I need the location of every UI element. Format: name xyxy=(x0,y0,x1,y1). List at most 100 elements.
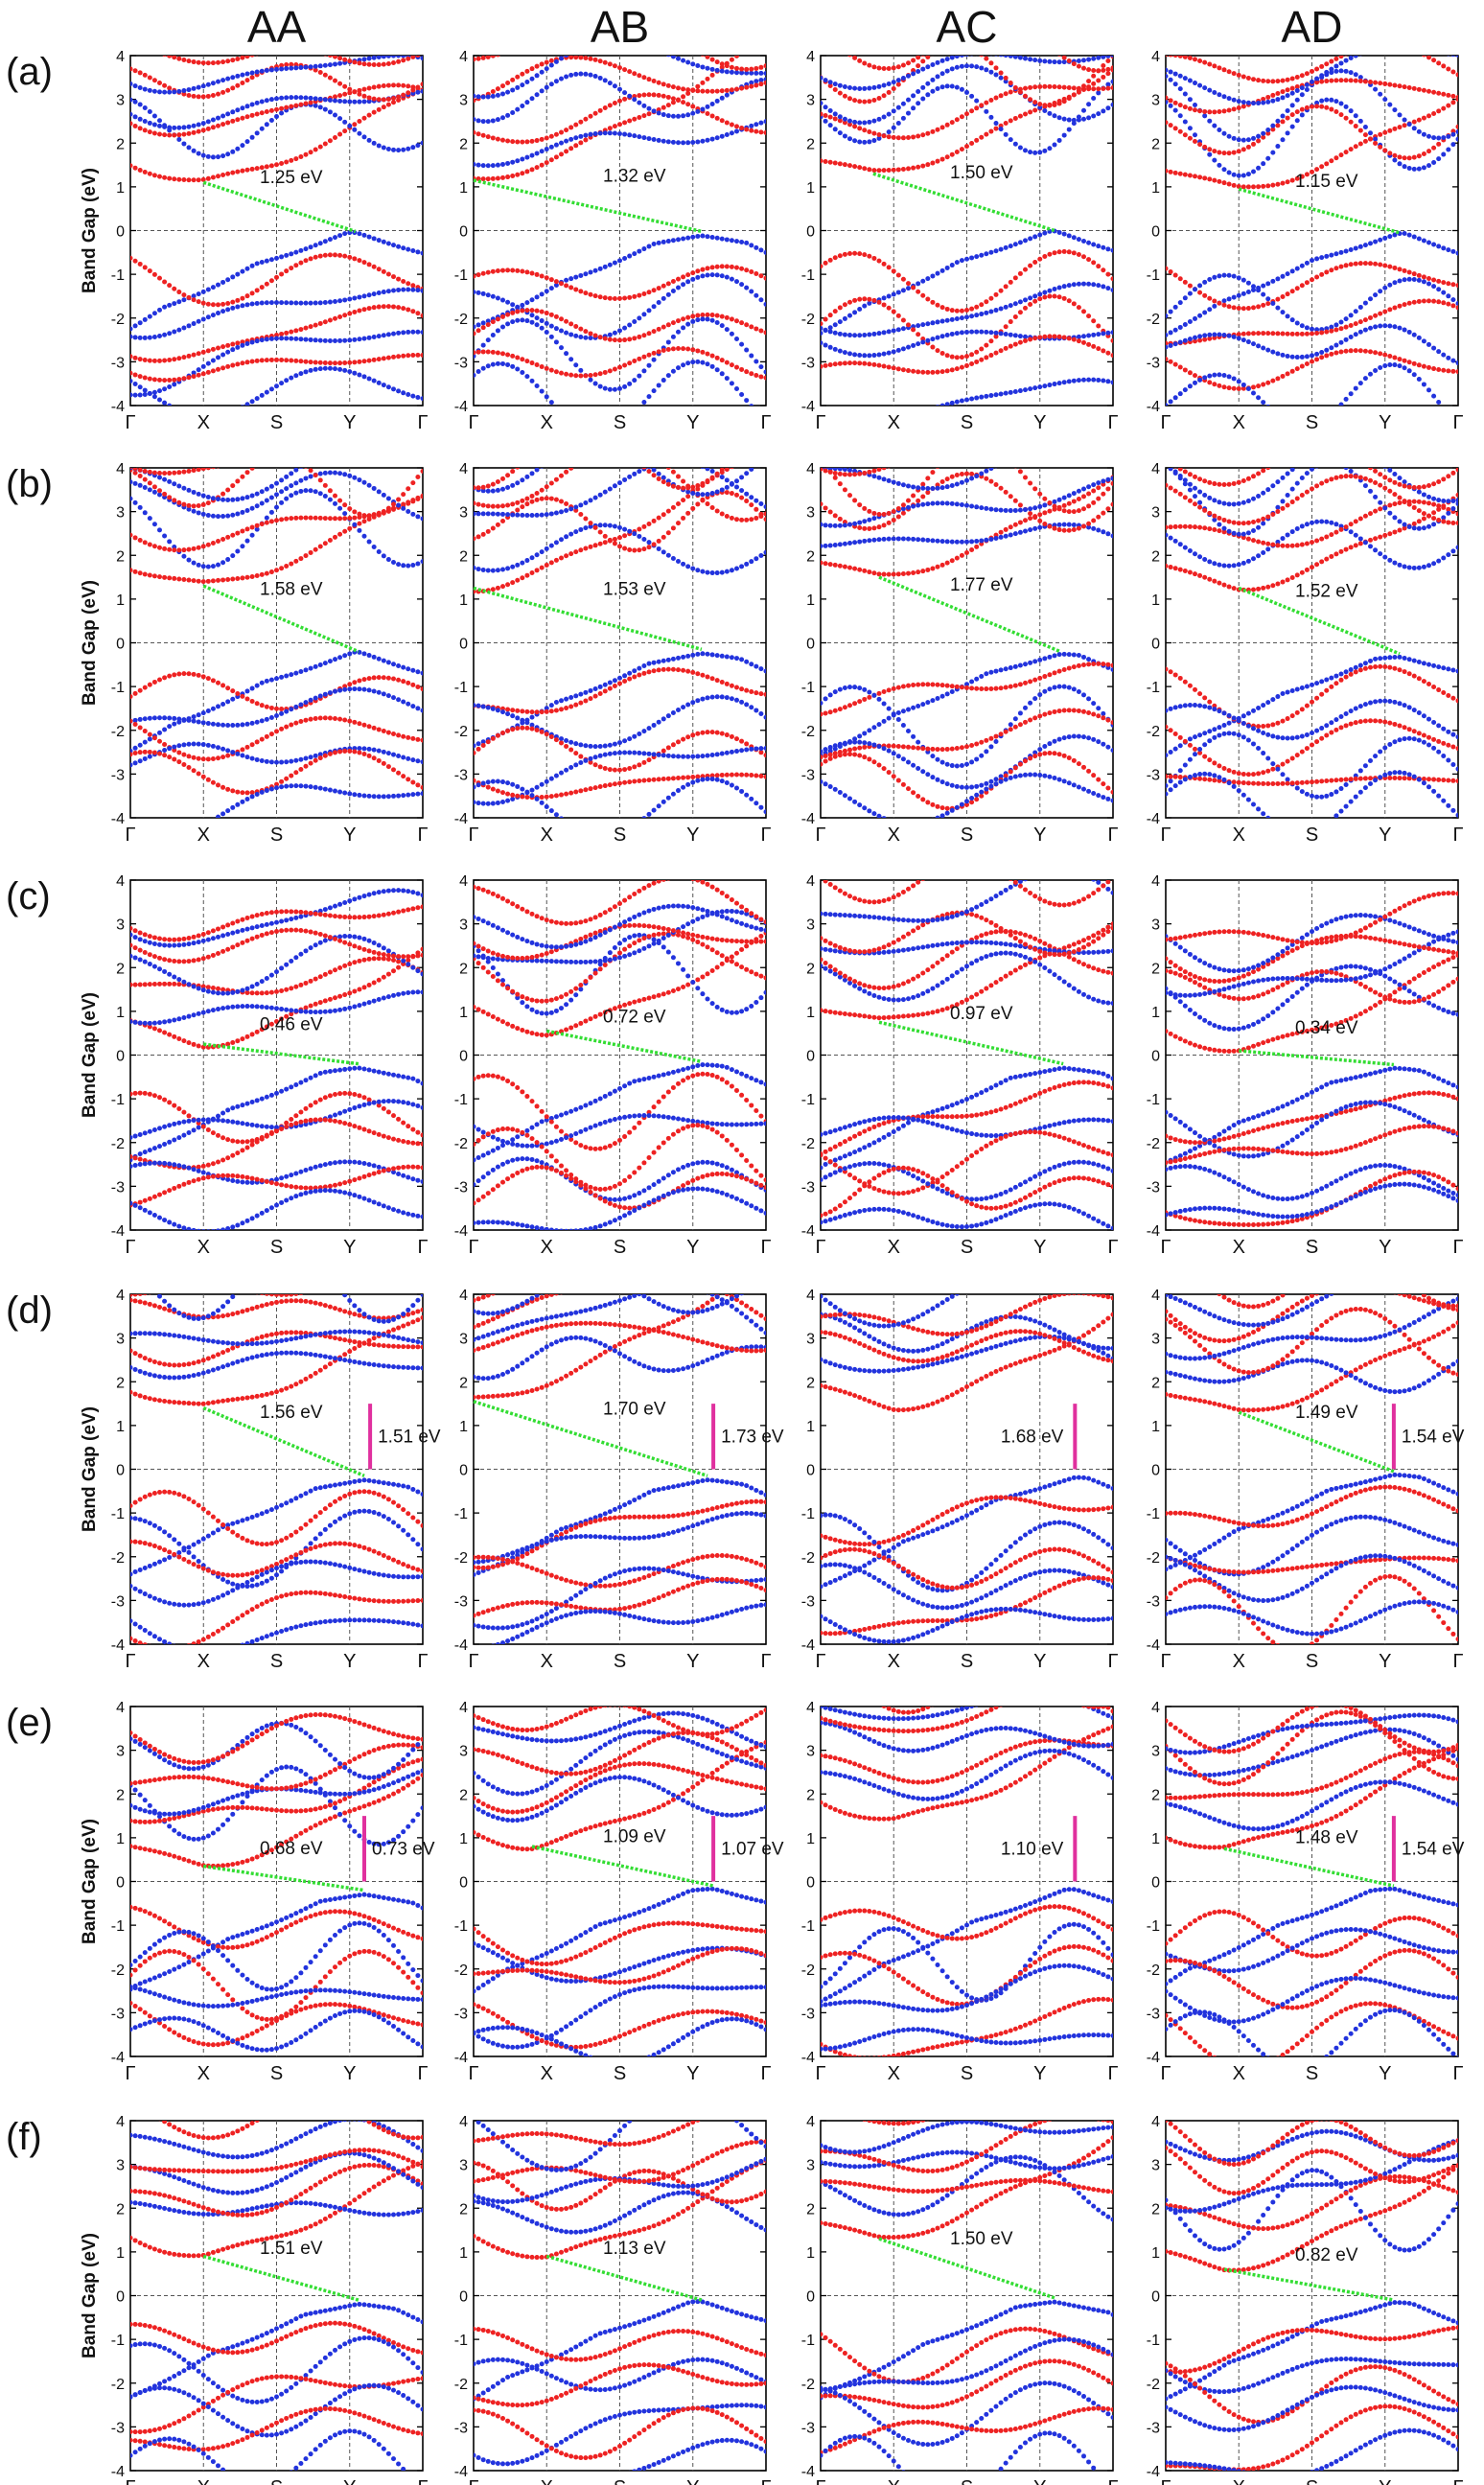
x-tick-label: Γ xyxy=(815,2477,825,2485)
y-tick-label: -3 xyxy=(111,2420,125,2436)
panel-b-ac: -4 -3 -2 -1 0 1 2 3 4 Γ X S Y Γ 1.77 eV xyxy=(801,461,1119,846)
y-tick-label: 1 xyxy=(116,1831,125,1847)
y-tick-label: -3 xyxy=(454,355,468,371)
gap-value-label: 0.72 eV xyxy=(603,1007,666,1027)
x-tick-label: X xyxy=(1233,2063,1245,2084)
indirect-gap-line xyxy=(878,575,1061,654)
x-tick-label: X xyxy=(1233,1651,1245,1672)
direct-gap-value-label: 1.54 eV xyxy=(1402,1839,1465,1859)
y-tick-label: -2 xyxy=(801,724,815,740)
y-tick-label: -1 xyxy=(454,1506,468,1522)
indirect-gap-line xyxy=(202,180,357,234)
gap-value-label: 1.56 eV xyxy=(260,1403,323,1423)
panel-e-ad: -4 -3 -2 -1 0 1 2 3 4 Γ X S Y Γ 1.48 eV 1.54 eV xyxy=(1147,1700,1465,2084)
y-tick-label: 3 xyxy=(806,2158,815,2174)
panel-c-ad: -4 -3 -2 -1 0 1 2 3 4 Γ X S Y Γ 0.34 eV xyxy=(1147,873,1464,1258)
y-tick-label: 2 xyxy=(806,961,815,977)
y-tick-label: 2 xyxy=(116,2201,125,2218)
y-tick-label: 1 xyxy=(806,592,815,609)
x-tick-label: X xyxy=(888,1651,900,1672)
band-points xyxy=(474,1294,766,1644)
y-tick-label: -2 xyxy=(1147,1136,1160,1152)
y-tick-label: -2 xyxy=(1147,724,1160,740)
direct-gap-value-label: 1.10 eV xyxy=(1001,1839,1064,1859)
x-tick-label: Γ xyxy=(417,1237,428,1258)
y-tick-label: 4 xyxy=(1151,461,1160,477)
y-tick-label: -2 xyxy=(801,1136,815,1152)
y-tick-label: 4 xyxy=(459,2114,468,2130)
panel-c-aa: -4 -3 -2 -1 0 1 2 3 4 Γ X S Y Γ 0.46 eV xyxy=(111,873,429,1258)
y-tick-label: 2 xyxy=(806,136,815,152)
y-tick-label: -4 xyxy=(801,1637,815,1654)
y-tick-label: 1 xyxy=(1151,592,1160,609)
band-points xyxy=(821,1294,1113,1644)
y-tick-label: -1 xyxy=(801,1506,815,1522)
y-tick-label: 2 xyxy=(459,2201,468,2218)
x-tick-label: Γ xyxy=(468,2477,478,2485)
x-tick-label: Γ xyxy=(468,1237,478,1258)
band-points xyxy=(474,2121,766,2471)
y-tick-label: 4 xyxy=(116,461,125,477)
x-tick-label: Y xyxy=(686,412,699,433)
y-tick-label: 2 xyxy=(1151,548,1160,565)
panel-c-ac: -4 -3 -2 -1 0 1 2 3 4 Γ X S Y Γ 0.97 eV xyxy=(801,873,1119,1258)
x-tick-label: X xyxy=(541,824,553,846)
y-tick-label: -1 xyxy=(454,680,468,696)
row-labels: (a) Band Gap (eV) (b) Band Gap (eV) (c) Band … xyxy=(6,51,100,2358)
y-tick-label: -1 xyxy=(111,1092,125,1108)
gap-value-label: 1.09 eV xyxy=(603,1826,666,1846)
y-tick-label: -2 xyxy=(454,724,468,740)
panel-b-aa: -4 -3 -2 -1 0 1 2 3 4 Γ X S Y Γ 1.58 eV xyxy=(111,461,429,846)
x-tick-label: Γ xyxy=(815,2063,825,2084)
y-tick-label: -4 xyxy=(801,2464,815,2480)
y-tick-label: -4 xyxy=(801,811,815,827)
y-tick-label: 3 xyxy=(806,917,815,934)
x-tick-label: S xyxy=(961,412,973,433)
x-tick-label: Γ xyxy=(760,2477,771,2485)
band-points xyxy=(821,880,1113,1230)
indirect-gap-line xyxy=(1239,1049,1395,1067)
y-tick-label: -3 xyxy=(1147,2420,1160,2436)
y-tick-label: 1 xyxy=(116,180,125,197)
y-tick-label: 1 xyxy=(459,2245,468,2262)
y-tick-label: 1 xyxy=(459,1831,468,1847)
y-tick-label: 1 xyxy=(806,180,815,197)
y-tick-label: -4 xyxy=(1147,1637,1160,1654)
y-tick-label: 0 xyxy=(459,2289,468,2306)
y-tick-label: -3 xyxy=(801,2006,815,2022)
y-tick-label: -2 xyxy=(454,2377,468,2393)
indirect-gap-line xyxy=(473,1400,708,1478)
y-tick-label: -4 xyxy=(454,1637,468,1654)
x-tick-label: X xyxy=(1233,2477,1245,2485)
x-tick-label: X xyxy=(888,2477,900,2485)
y-tick-label: 1 xyxy=(806,1831,815,1847)
y-tick-label: 2 xyxy=(116,548,125,565)
gap-value-label: 1.70 eV xyxy=(603,1399,666,1419)
gap-value-label: 1.58 eV xyxy=(260,579,323,599)
y-tick-label: 4 xyxy=(1151,1288,1160,1304)
y-tick-label: -2 xyxy=(1147,1962,1160,1979)
x-tick-label: S xyxy=(270,824,283,846)
band-points xyxy=(1166,1707,1458,2056)
y-tick-label: 2 xyxy=(116,961,125,977)
x-tick-label: Γ xyxy=(1160,824,1171,846)
y-tick-label: -2 xyxy=(1147,312,1160,328)
band-points xyxy=(821,1707,1113,2056)
x-tick-label: Γ xyxy=(1160,412,1171,433)
indirect-gap-line xyxy=(531,1845,714,1888)
x-tick-label: S xyxy=(1306,2477,1318,2485)
panel-d-ad: -4 -3 -2 -1 0 1 2 3 4 Γ X S Y Γ 1.49 eV 1.54 eV xyxy=(1147,1288,1465,1672)
gap-value-label: 0.46 eV xyxy=(260,1014,323,1034)
band-panels: -4 -3 -2 -1 0 1 2 3 4 Γ X S Y Γ 1.25 eV -4 -3 -2 -1 0 1 2 3 4 Γ X… xyxy=(111,49,1465,2485)
x-tick-label: Y xyxy=(686,2063,699,2084)
y-tick-label: 3 xyxy=(1151,93,1160,109)
y-tick-label: 2 xyxy=(806,2201,815,2218)
gap-value-label: 1.49 eV xyxy=(1295,1403,1358,1423)
x-tick-label: X xyxy=(541,412,553,433)
indirect-gap-line xyxy=(1223,1846,1395,1888)
indirect-gap-line xyxy=(203,1042,359,1066)
y-tick-label: -3 xyxy=(801,1179,815,1196)
x-tick-label: S xyxy=(614,2477,626,2485)
band-points xyxy=(130,888,423,1230)
